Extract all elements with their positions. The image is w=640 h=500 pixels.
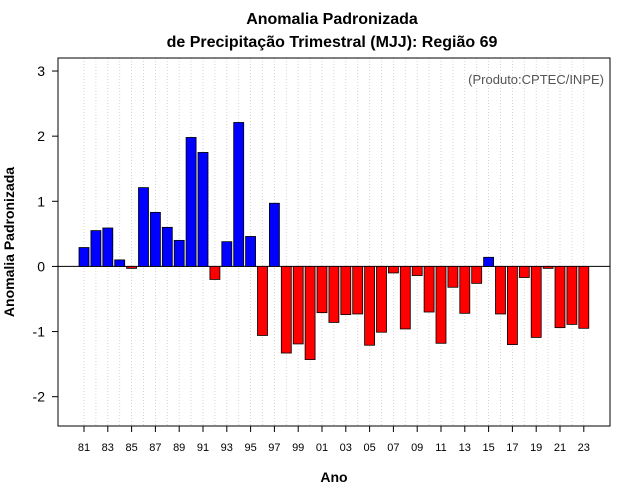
bar-2004 (352, 266, 364, 315)
bar-2007 (387, 266, 399, 274)
bar-1982 (90, 230, 102, 267)
bar-2005 (364, 266, 376, 346)
bar-2002 (328, 266, 340, 323)
bar-1992 (209, 266, 221, 280)
bar-2013 (459, 266, 471, 314)
bar-1995 (245, 236, 257, 267)
bar-2022 (566, 266, 578, 325)
x-tick-label: 01 (316, 442, 328, 454)
bar-1998 (280, 266, 292, 354)
bar-1988 (161, 226, 173, 267)
bar-2015 (483, 256, 495, 267)
y-tick-label: -1 (33, 324, 46, 340)
x-tick-label: 03 (340, 442, 352, 454)
x-tick-label: 83 (102, 442, 114, 454)
y-tick-label: 1 (37, 193, 45, 209)
bar-2019 (530, 266, 542, 338)
x-tick-label: 21 (554, 442, 566, 454)
y-axis-label: Anomalia Padronizada (1, 167, 17, 317)
bar-2014 (471, 266, 483, 284)
x-tick-label: 91 (197, 442, 209, 454)
x-tick-label: 09 (411, 442, 423, 454)
bar-1981 (78, 247, 90, 267)
chart-title-line1: Anomalia Padronizada (246, 11, 418, 28)
x-tick-label: 15 (482, 442, 494, 454)
x-tick-label: 17 (506, 442, 518, 454)
y-tick-label: 3 (37, 63, 45, 79)
chart-title-line2: de Precipitação Trimestral (MJJ): Região… (167, 34, 498, 51)
bar-1991 (197, 152, 209, 267)
y-tick-label: 2 (37, 128, 45, 144)
bar-1984 (114, 259, 126, 267)
bar-2023 (578, 266, 590, 329)
bar-2009 (411, 266, 423, 276)
y-axis: -2 -1 0 1 2 3 (33, 63, 58, 405)
bar-1989 (173, 239, 185, 267)
bar-2001 (316, 266, 328, 314)
x-tick-label: 85 (125, 442, 137, 454)
bar-2012 (447, 266, 459, 288)
bar-2011 (435, 266, 447, 344)
bar-1996 (257, 266, 268, 336)
x-tick-label: 95 (244, 442, 256, 454)
bar-2018 (518, 266, 530, 278)
x-tick-label: 13 (459, 442, 471, 454)
x-tick-label: 87 (149, 442, 161, 454)
bar-2000 (304, 266, 316, 360)
grid (83, 58, 585, 426)
bar-1997 (268, 202, 280, 267)
source-annotation: (Produto:CPTEC/INPE) (468, 72, 604, 87)
bar-2006 (376, 266, 387, 333)
x-tick-label: 81 (78, 442, 90, 454)
y-tick-label: -2 (33, 389, 46, 405)
plot-frame (57, 57, 611, 427)
x-tick-label: 97 (268, 442, 280, 454)
bar-1993 (221, 241, 233, 267)
bar-2003 (340, 266, 352, 316)
x-tick-label: 89 (173, 442, 185, 454)
bar-2010 (423, 266, 435, 313)
bar-1983 (102, 227, 114, 267)
bar-2017 (506, 266, 518, 345)
bar-1994 (233, 122, 245, 267)
bar-2020 (542, 266, 554, 269)
bar-1986 (138, 187, 149, 267)
bar-1999 (292, 266, 304, 345)
bar-2021 (554, 266, 566, 329)
x-tick-label: 07 (387, 442, 399, 454)
y-tick-label: 0 (37, 258, 45, 274)
x-tick-label: 19 (530, 442, 542, 454)
x-tick-label: 11 (435, 442, 446, 454)
bar-1990 (185, 137, 197, 267)
x-tick-label: 05 (363, 442, 375, 454)
bar-2008 (399, 266, 411, 330)
bar-1987 (149, 211, 161, 267)
bar-1985 (126, 266, 137, 269)
x-axis-label: Ano (320, 469, 347, 485)
x-axis: 81 83 85 87 89 91 93 95 97 99 01 03 05 07 09 11 13 15 17 19… (78, 426, 590, 454)
x-tick-label: 93 (221, 442, 233, 454)
bars (78, 122, 590, 360)
x-tick-label: 99 (292, 442, 304, 454)
x-tick-label: 23 (578, 442, 590, 454)
bar-2016 (495, 266, 506, 315)
